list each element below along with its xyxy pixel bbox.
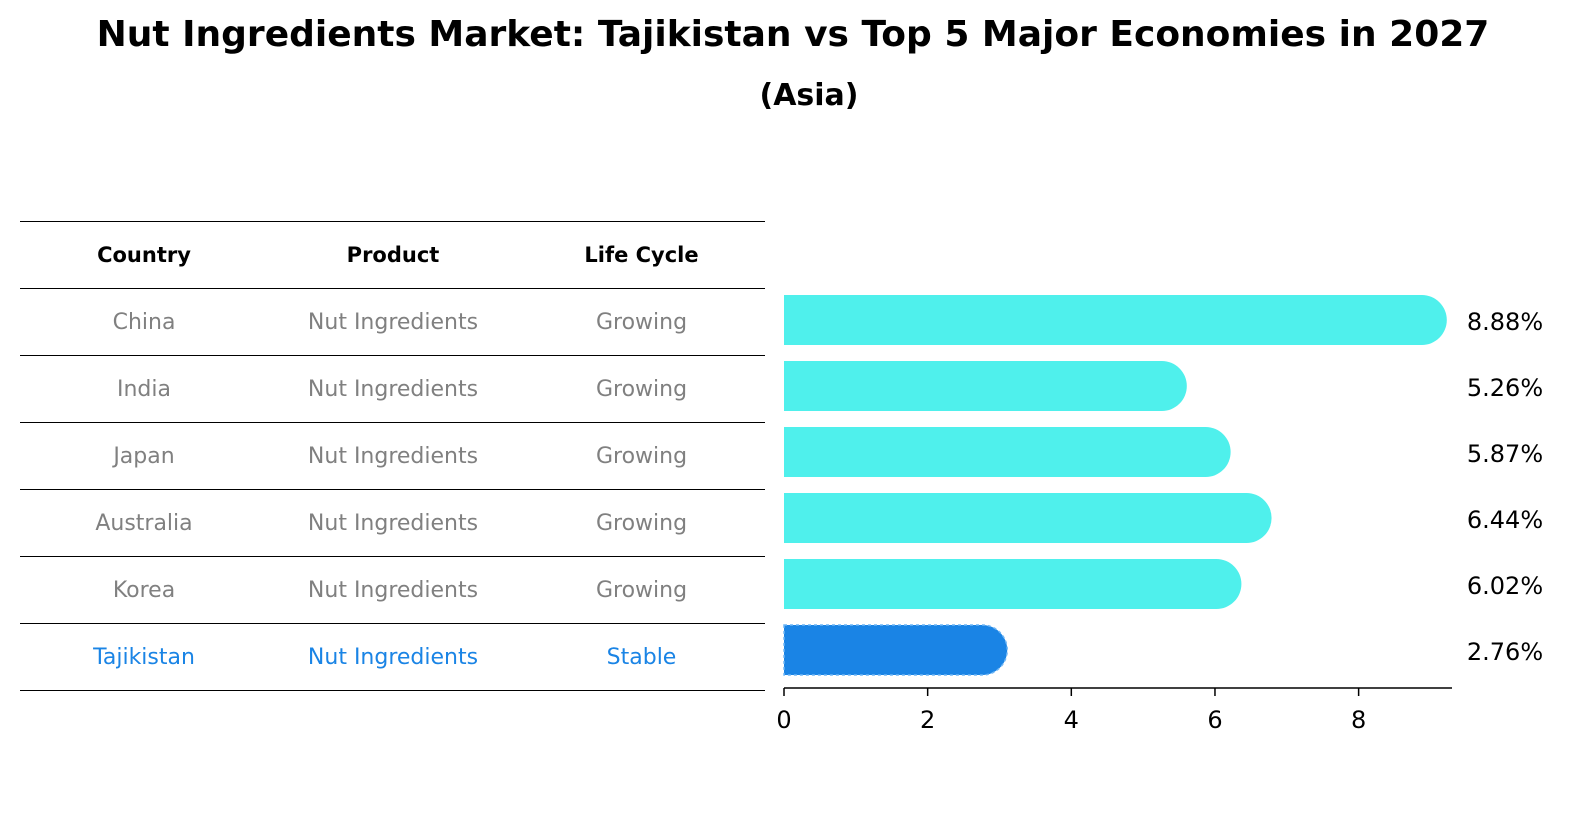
table-row: Japan Nut Ingredients Growing (20, 422, 765, 489)
cell-country: Korea (112, 577, 176, 603)
bar-china (784, 295, 1447, 345)
cell-product: Nut Ingredients (307, 309, 479, 335)
data-label: 5.87% (1467, 440, 1543, 468)
bar-japan (784, 427, 1231, 477)
table-row: Korea Nut Ingredients Growing (20, 556, 765, 623)
cell-life-cycle: Growing (595, 376, 688, 402)
table-row: Australia Nut Ingredients Growing (20, 489, 765, 556)
bar-korea (784, 559, 1242, 609)
x-tick-label: 6 (1207, 706, 1222, 734)
bar-india (784, 361, 1187, 411)
x-tick-label: 4 (1064, 706, 1079, 734)
cell-country: Japan (113, 443, 175, 469)
cell-product: Nut Ingredients (307, 577, 479, 603)
cell-country: Australia (95, 510, 193, 536)
cell-product: Nut Ingredients (307, 644, 479, 670)
cell-country: Tajikistan (93, 644, 195, 670)
table-row: China Nut Ingredients Growing (20, 288, 765, 355)
cell-life-cycle: Stable (606, 644, 677, 670)
table-row-highlighted: Tajikistan Nut Ingredients Stable (20, 623, 765, 691)
cell-product: Nut Ingredients (307, 376, 479, 402)
cell-product: Nut Ingredients (307, 443, 479, 469)
cell-country: China (112, 309, 176, 335)
header-product: Product (346, 243, 440, 267)
header-life-cycle: Life Cycle (584, 243, 699, 267)
data-label: 2.76% (1467, 638, 1543, 666)
cell-life-cycle: Growing (595, 510, 688, 536)
data-label: 6.44% (1467, 506, 1543, 534)
x-tick-label: 8 (1351, 706, 1366, 734)
x-tick-label: 0 (776, 706, 791, 734)
x-tick-label: 2 (920, 706, 935, 734)
cell-country: India (117, 376, 171, 402)
header-country: Country (97, 243, 191, 267)
cell-life-cycle: Growing (595, 309, 688, 335)
chart-title: Nut Ingredients Market: Tajikistan vs To… (96, 14, 1490, 55)
chart-subtitle: (Asia) (759, 78, 859, 113)
table-row: India Nut Ingredients Growing (20, 355, 765, 422)
data-label: 5.26% (1467, 374, 1543, 402)
comparison-table: Country Product Life Cycle China Nut Ing… (20, 221, 765, 691)
data-label: 6.02% (1467, 572, 1543, 600)
bar-tajikistan (783, 624, 1008, 676)
cell-life-cycle: Growing (595, 443, 688, 469)
cell-life-cycle: Growing (595, 577, 688, 603)
bar-australia (784, 493, 1272, 543)
cell-product: Nut Ingredients (307, 510, 479, 536)
table-header-row: Country Product Life Cycle (20, 221, 765, 288)
data-label: 8.88% (1467, 308, 1543, 336)
